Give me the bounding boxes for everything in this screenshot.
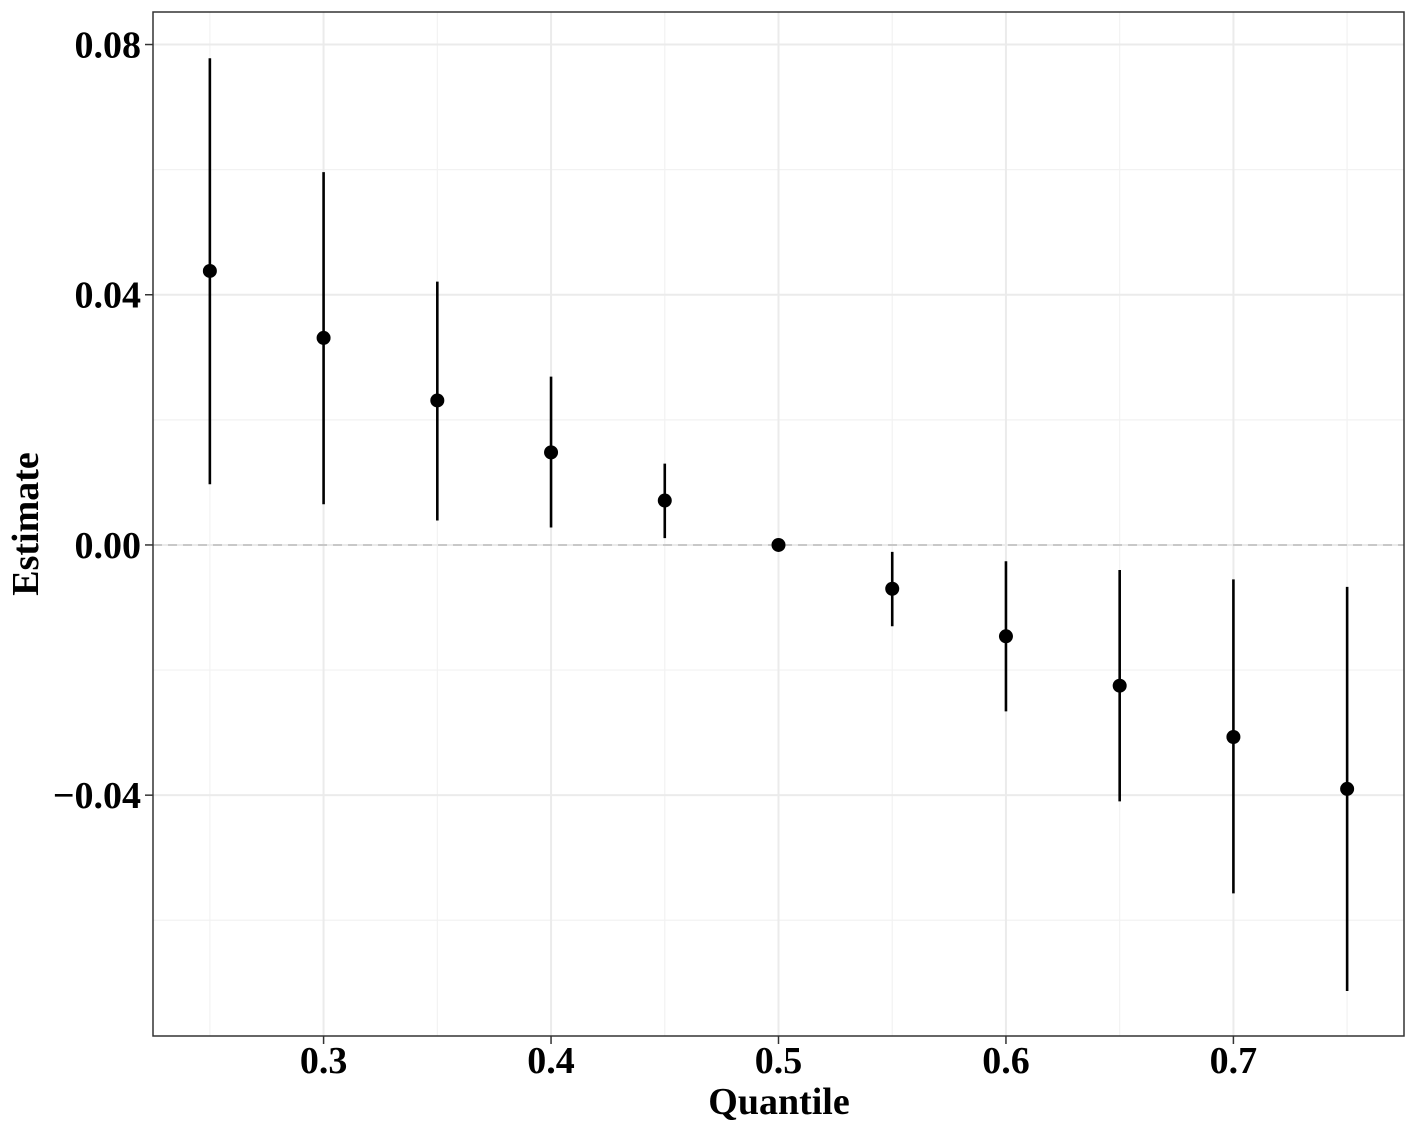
point-6: [771, 537, 786, 552]
point-5: [657, 493, 672, 508]
point-4: [544, 445, 559, 460]
x-axis-ticks: 0.3 0.4 0.5 0.6 0.7: [300, 1036, 1257, 1082]
point-1: [202, 263, 217, 278]
point-7: [885, 581, 900, 596]
grid-lines: [153, 12, 1404, 1036]
x-axis-title: Quantile: [708, 1081, 849, 1123]
x-tick-label: 0.5: [755, 1040, 803, 1082]
y-axis-ticks: −0.04 0.00 0.04 0.08: [53, 25, 153, 817]
y-tick-label: 0.00: [75, 525, 142, 567]
y-tick-label: −0.04: [53, 775, 141, 817]
y-tick-label: 0.08: [75, 25, 142, 67]
point-2: [316, 330, 331, 345]
point-3: [430, 393, 445, 408]
y-axis-title: Estimate: [5, 452, 47, 596]
x-tick-label: 0.7: [1210, 1040, 1258, 1082]
data-series: [202, 58, 1355, 991]
point-8: [998, 629, 1013, 644]
y-tick-label: 0.04: [75, 275, 142, 317]
point-9: [1112, 678, 1127, 693]
x-tick-label: 0.6: [982, 1040, 1030, 1082]
point-10: [1226, 729, 1241, 744]
x-tick-label: 0.3: [300, 1040, 348, 1082]
point-11: [1340, 781, 1355, 796]
x-tick-label: 0.4: [527, 1040, 575, 1082]
